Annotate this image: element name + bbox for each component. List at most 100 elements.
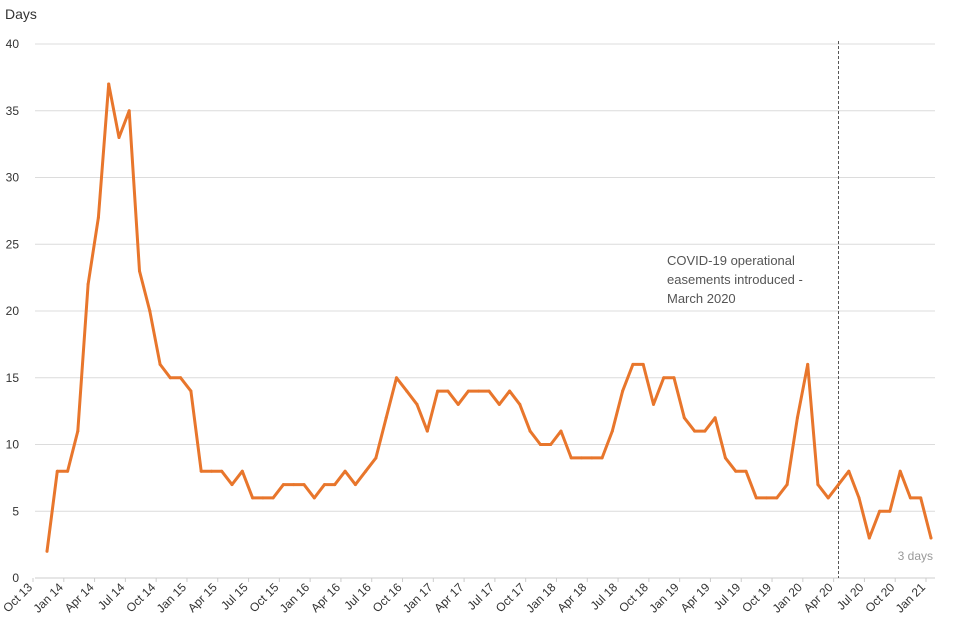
- data-point: [364, 469, 368, 473]
- covid-annotation-line-2: easements introduced -: [667, 272, 803, 287]
- end-value-label: 3 days: [898, 549, 933, 563]
- data-point: [600, 456, 604, 460]
- data-point: [867, 536, 871, 540]
- y-tick-label: 30: [6, 171, 20, 185]
- data-point: [220, 469, 224, 473]
- data-point: [734, 469, 738, 473]
- y-tick-label: 20: [6, 304, 20, 318]
- data-point: [559, 429, 563, 433]
- data-point: [775, 496, 779, 500]
- data-point: [816, 483, 820, 487]
- data-point: [148, 309, 152, 313]
- y-tick-labels: 0 5 10 15 20 25 30 35 40: [6, 37, 20, 585]
- x-tick-label: Oct 20: [862, 580, 897, 615]
- data-point: [806, 362, 810, 366]
- data-point: [168, 376, 172, 380]
- data-point: [107, 82, 111, 86]
- x-tick-label: Jan 17: [400, 580, 436, 616]
- data-point: [374, 456, 378, 460]
- covid-annotation-line-3: March 2020: [667, 291, 736, 306]
- y-tick-label: 5: [12, 504, 19, 518]
- data-point: [641, 362, 645, 366]
- data-point: [199, 469, 203, 473]
- data-point: [662, 376, 666, 380]
- data-point: [66, 469, 70, 473]
- data-point: [353, 483, 357, 487]
- data-point: [857, 496, 861, 500]
- x-tick-label: Apr 18: [554, 580, 589, 615]
- x-tick-label: Apr 14: [62, 580, 97, 615]
- x-tick-label: Apr 15: [185, 580, 220, 615]
- data-point: [847, 469, 851, 473]
- data-point: [693, 429, 697, 433]
- data-point: [765, 496, 768, 500]
- x-tick-label: Jan 18: [523, 580, 559, 616]
- data-point: [621, 389, 625, 393]
- data-point: [127, 109, 131, 113]
- y-tick-label: 35: [6, 104, 20, 118]
- x-tick-label: Oct 14: [123, 580, 158, 615]
- y-tick-label: 40: [6, 37, 20, 51]
- data-point: [312, 496, 316, 500]
- data-point: [652, 402, 655, 406]
- x-tick-label: Apr 20: [801, 580, 836, 615]
- data-point: [436, 389, 440, 393]
- x-tick-label: Oct 17: [493, 580, 528, 615]
- data-point: [580, 456, 583, 460]
- data-point: [508, 389, 512, 393]
- data-point: [549, 443, 553, 446]
- data-point: [76, 429, 80, 433]
- data-point: [487, 389, 491, 393]
- data-point: [415, 402, 419, 406]
- series-line: [45, 82, 933, 553]
- data-point: [281, 483, 285, 487]
- y-tick-label: 25: [6, 237, 20, 251]
- x-tick-label: Oct 16: [370, 580, 405, 615]
- x-tick-label: Jul 15: [218, 580, 251, 613]
- x-tick-label: Oct 13: [0, 580, 35, 615]
- data-point: [610, 429, 614, 433]
- data-point: [261, 496, 265, 500]
- data-point: [86, 282, 90, 286]
- data-point: [230, 483, 234, 487]
- data-point: [456, 402, 460, 406]
- data-point: [210, 469, 213, 473]
- data-point: [703, 429, 707, 433]
- data-point: [333, 483, 337, 487]
- covid-annotation-line-1: COVID-19 operational: [667, 253, 795, 268]
- data-point: [251, 496, 255, 500]
- data-point: [837, 483, 840, 487]
- gridlines: [35, 43, 935, 512]
- data-point: [425, 429, 429, 433]
- data-point: [405, 389, 409, 393]
- data-point: [189, 389, 193, 393]
- data-point: [96, 216, 100, 219]
- data-point: [754, 496, 758, 500]
- data-point: [240, 469, 244, 473]
- data-point: [908, 496, 912, 500]
- x-tick-label: Jan 15: [154, 580, 190, 616]
- x-tick-label: Jul 16: [341, 580, 374, 613]
- data-point: [497, 402, 501, 406]
- data-point: [723, 456, 727, 460]
- data-point: [271, 496, 275, 500]
- x-tick-label: Oct 18: [616, 580, 651, 615]
- x-tick-label: Jan 16: [277, 580, 313, 616]
- y-axis-title: Days: [5, 6, 37, 22]
- covid-annotation: COVID-19 operational easements introduce…: [667, 253, 806, 306]
- x-tick-label: Apr 19: [678, 580, 713, 615]
- x-tick-label: Jul 17: [464, 580, 497, 613]
- data-point: [446, 389, 450, 393]
- data-point: [631, 362, 635, 366]
- data-point: [744, 469, 748, 473]
- data-point: [590, 456, 594, 460]
- data-point: [528, 429, 532, 433]
- data-point: [395, 376, 398, 380]
- x-tick-label: Jan 19: [646, 580, 682, 616]
- x-tick-label: Oct 15: [247, 580, 282, 615]
- data-point: [672, 376, 676, 380]
- data-point: [466, 389, 470, 393]
- y-tick-label: 10: [6, 438, 20, 452]
